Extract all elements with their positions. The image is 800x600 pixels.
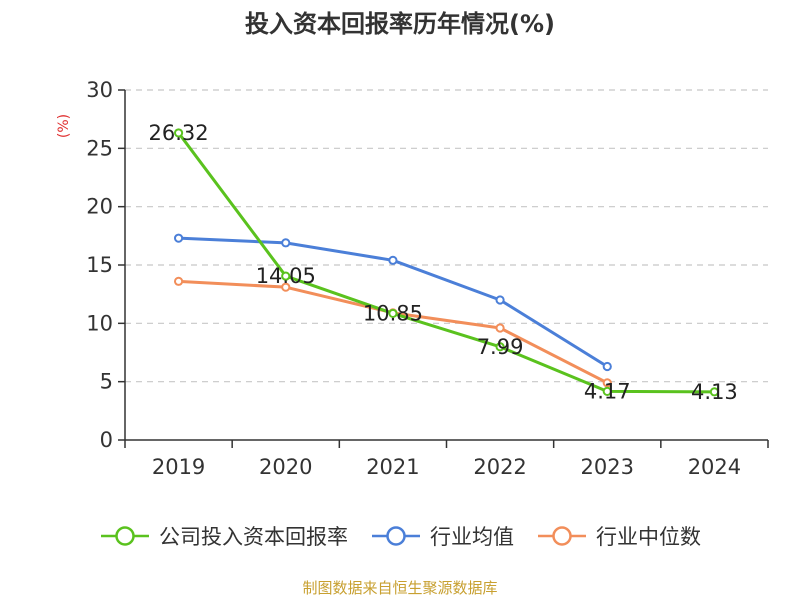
x-tick-label: 2022 [473,455,526,479]
data-point [602,361,612,372]
y-tick-label: 15 [86,253,113,277]
x-tick-label: 2023 [581,455,634,479]
legend-item-1[interactable]: 行业均值 [370,521,514,551]
data-label: 7.99 [477,335,524,359]
data-point [281,282,291,292]
x-tick-label: 2020 [259,455,312,479]
legend: 公司投入资本回报率 行业均值 行业中位数 [0,518,800,554]
legend-marker-icon [372,526,420,546]
data-point [495,323,505,333]
x-tick-label: 2024 [688,455,741,479]
series-lines [173,128,720,397]
data-point [173,233,184,243]
series-line-0 [177,131,716,394]
data-point [388,308,398,319]
data-point [281,271,291,281]
data-label: 4.17 [584,379,631,403]
y-tick-label: 0 [100,428,113,452]
data-point [602,386,612,396]
chart-title: 投入资本回报率历年情况(%) [245,10,555,38]
legend-label: 公司投入资本回报率 [159,525,348,549]
y-tick-label: 25 [86,136,113,160]
legend-label: 行业均值 [430,525,514,549]
legend-item-0[interactable]: 公司投入资本回报率 [99,521,348,551]
data-point [495,295,505,305]
data-labels: 26.32 14.05 10.85 7.99 4.17 4.13 [149,121,738,404]
data-point [173,276,184,286]
data-label: 14.05 [256,264,316,288]
data-point [602,378,612,388]
data-point [495,342,505,352]
y-tick-label: 10 [86,311,113,335]
grid-lines [125,89,768,383]
data-label: 4.13 [691,380,738,404]
data-point [709,387,720,397]
legend-marker-icon [101,526,149,546]
legend-label: 行业中位数 [596,525,701,549]
y-tick-label: 30 [86,78,113,102]
data-point [173,128,184,138]
data-point [388,255,398,265]
y-tick-label: 5 [100,370,113,394]
y-tick-label: 20 [86,195,113,219]
legend-marker-icon [538,526,586,546]
x-tick-label: 2021 [366,455,419,479]
source-note: 制图数据来自恒生聚源数据库 [302,579,498,597]
y-axis-label: (%) [56,114,72,138]
x-tick-label: 2019 [152,455,205,479]
series-line-2 [177,279,609,385]
data-point [281,238,291,248]
legend-item-2[interactable]: 行业中位数 [536,521,701,551]
axes: 0 5 10 15 20 25 30 2019 2020 2021 2022 2023 2024 [86,78,769,479]
data-label: 10.85 [363,301,423,325]
data-label: 26.32 [149,121,209,145]
